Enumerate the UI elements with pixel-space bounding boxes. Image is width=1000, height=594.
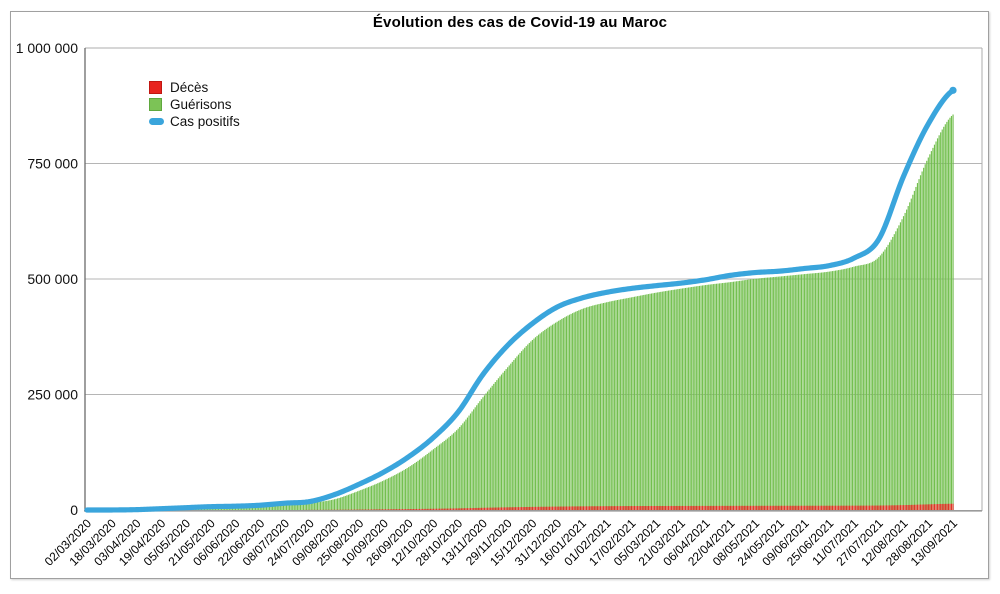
legend-item-cas-positifs: Cas positifs	[149, 113, 240, 130]
deces-swatch	[149, 81, 162, 94]
cas-positifs-line	[84, 86, 957, 513]
axes	[84, 48, 982, 512]
y-tick-label: 0	[70, 502, 78, 518]
cas-positifs-marker	[149, 118, 164, 125]
legend-label-guerisons: Guérisons	[170, 97, 232, 112]
plot-border	[85, 47, 983, 511]
guerisons-bars	[159, 114, 954, 511]
x-axis-tick-labels: 02/03/202018/03/202003/04/202019/04/2020…	[42, 516, 961, 569]
y-tick-label: 750 000	[27, 156, 78, 172]
chart-title: Évolution des cas de Covid-19 au Maroc	[372, 14, 668, 31]
y-tick-label: 250 000	[27, 387, 78, 403]
legend-label-deces: Décès	[170, 80, 209, 95]
deces-bars	[302, 503, 954, 510]
legend-item-deces: Décès	[149, 79, 240, 96]
legend: Décès Guérisons Cas positifs	[149, 79, 240, 130]
y-tick-label: 1 000 000	[16, 40, 78, 56]
y-tick-label: 500 000	[27, 271, 78, 287]
guerisons-swatch	[149, 98, 162, 111]
legend-label-cas-positifs: Cas positifs	[170, 114, 240, 129]
y-axis-tick-labels: 1 000 000 750 000 500 000 250 000 0	[16, 40, 79, 518]
legend-item-guerisons: Guérisons	[149, 96, 240, 113]
